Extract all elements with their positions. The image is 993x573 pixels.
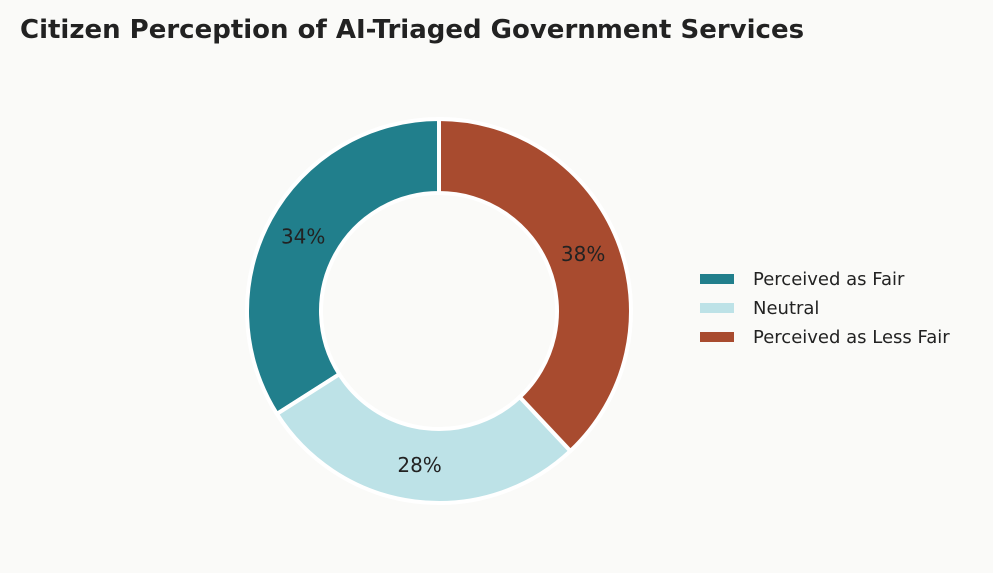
legend-label: Perceived as Fair — [753, 268, 905, 290]
legend-item: Neutral — [700, 297, 950, 319]
donut-slices — [245, 117, 633, 505]
donut-slice-neutral — [274, 372, 573, 505]
donut-slice-perceived-as-fair — [245, 117, 441, 416]
legend-swatch — [700, 274, 734, 284]
chart-title: Citizen Perception of AI-Triaged Governm… — [20, 15, 805, 45]
chart-legend: Perceived as Fair Neutral Perceived as Les… — [700, 268, 950, 348]
legend-swatch — [700, 332, 734, 342]
legend-item: Perceived as Fair — [700, 268, 950, 290]
slice-percent-label: 34% — [281, 224, 325, 248]
slice-percent-label: 38% — [561, 242, 605, 266]
legend-item: Perceived as Less Fair — [700, 326, 950, 348]
donut-slice-perceived-as-less-fair — [437, 117, 633, 453]
legend-label: Perceived as Less Fair — [753, 326, 950, 348]
slice-labels: 34% 28% 38% — [281, 224, 605, 476]
legend-label: Neutral — [753, 297, 820, 319]
slice-percent-label: 28% — [397, 453, 441, 477]
legend-swatch — [700, 303, 734, 313]
